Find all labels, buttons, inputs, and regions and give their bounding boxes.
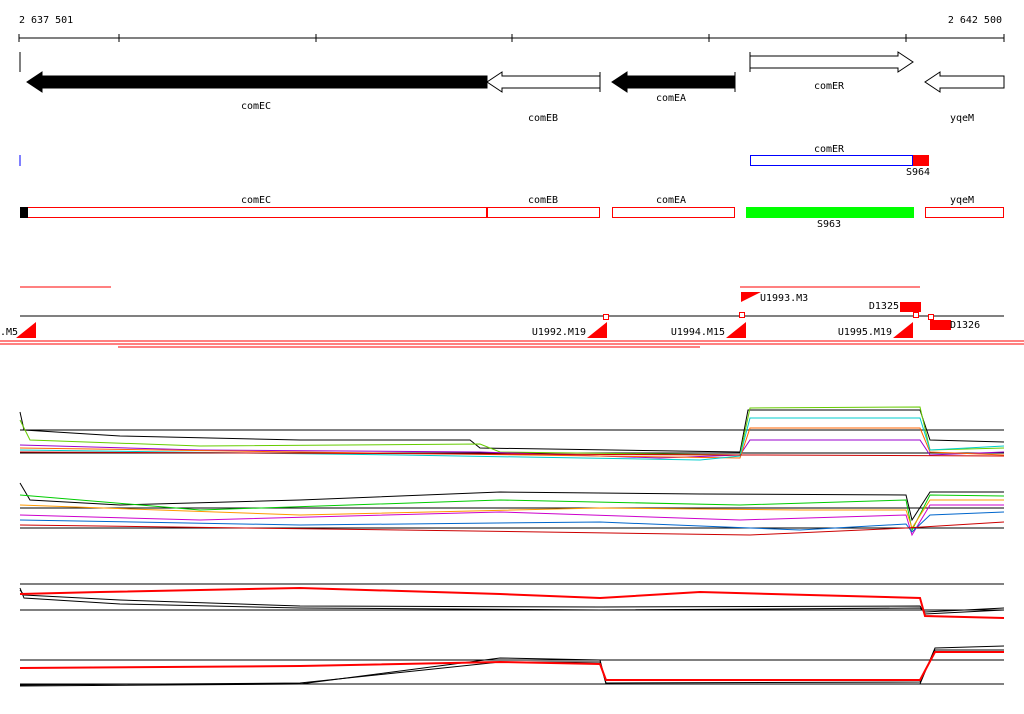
- gene-label: yqeM: [950, 113, 974, 124]
- gene-label: comEA: [656, 93, 686, 104]
- feature-label: D1326: [950, 320, 980, 331]
- gene-label: comEC: [241, 101, 271, 112]
- transcript-label: comEC: [241, 195, 271, 206]
- transcript-label: comEA: [656, 195, 686, 206]
- feature-lines: [0, 340, 1024, 348]
- site-label: S964: [906, 167, 930, 178]
- ruler-start: 2 637 501: [19, 15, 73, 26]
- feature-label: U1992.M19: [532, 327, 586, 338]
- feature-label: U1993.M3: [760, 293, 808, 304]
- gene-label: comER: [814, 81, 845, 92]
- feature-label: U1995.M19: [838, 327, 892, 338]
- transcript-label: comEB: [528, 195, 558, 206]
- transcript-box: [746, 207, 914, 218]
- site-label: comER: [814, 144, 845, 155]
- feature-ticks: [603, 312, 934, 320]
- ruler-end: 2 642 500: [948, 15, 1002, 26]
- site-box: [750, 155, 913, 166]
- site-box: [913, 155, 929, 166]
- expression-track: [19, 583, 1005, 619]
- expression-track: [19, 406, 1005, 461]
- feature-flags: [16, 292, 951, 338]
- feature-label: .M5: [0, 327, 18, 338]
- transcript-label: S963: [817, 219, 841, 230]
- transcript-start: [20, 207, 28, 218]
- expression-track: [19, 482, 1005, 537]
- gene-label: comEB: [528, 113, 558, 124]
- transcript-label: yqeM: [950, 195, 974, 206]
- feature-label: D1325: [869, 301, 899, 312]
- gene-arrows: [26, 51, 1005, 93]
- expression-track: [19, 645, 1005, 687]
- feature-label: U1994.M15: [671, 327, 725, 338]
- ruler: [18, 34, 1005, 72]
